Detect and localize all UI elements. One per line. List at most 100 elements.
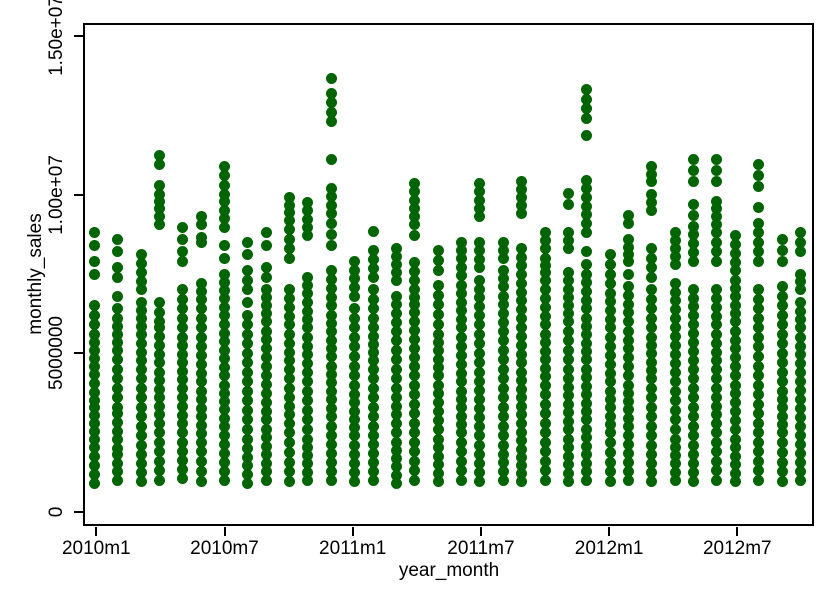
data-point [753,398,765,410]
data-point [581,329,593,341]
data-point [177,222,189,234]
data-point [349,312,361,324]
data-point [581,93,593,105]
data-point [688,337,700,349]
data-point [456,418,468,430]
data-point [284,418,296,430]
data-point [474,319,486,331]
data-point [219,420,230,432]
data-point [729,450,741,462]
data-point [753,427,765,439]
data-point [409,299,421,311]
data-point [539,446,551,458]
data-point [729,476,741,488]
data-point [688,301,700,313]
data-point [432,388,444,400]
data-point [409,333,421,345]
data-point [776,456,788,468]
data-point [474,309,486,321]
y-axis-tick-0 [74,511,83,513]
data-point [711,355,723,367]
data-point [153,366,165,378]
data-point [539,408,551,420]
data-point [729,283,741,295]
data-point [112,271,124,283]
data-point [112,449,124,461]
data-point [604,436,616,448]
data-point [688,448,700,460]
data-point [604,287,616,299]
data-point [325,394,337,406]
data-point [516,383,528,395]
data-point [260,457,272,469]
data-point [581,191,593,203]
data-point [794,227,806,239]
data-point [260,239,272,251]
data-point [622,281,634,293]
data-point [646,197,658,209]
data-point [367,225,379,237]
data-point [474,448,486,460]
data-point [753,217,765,229]
data-point [219,222,230,234]
data-point [367,312,379,324]
data-point [260,414,272,426]
data-point [195,394,207,406]
data-point [409,211,421,223]
data-point [135,297,147,309]
data-point [456,253,468,265]
data-point [604,476,616,488]
data-point [153,465,165,477]
data-point [539,274,551,286]
data-point [669,258,681,270]
data-point [302,395,314,407]
data-point [135,249,147,261]
data-point [562,423,574,435]
data-point [646,356,658,368]
data-point [711,301,723,313]
data-point [711,255,723,267]
data-point [456,279,468,291]
data-point [177,233,189,245]
data-point [260,387,272,399]
x-axis-tick-0 [95,527,98,536]
data-point [539,235,551,247]
data-point [153,339,165,351]
data-point [711,310,723,322]
data-point [88,433,100,445]
data-point [432,450,444,462]
data-point [135,401,147,413]
data-point [325,377,337,389]
data-point [260,334,272,346]
data-point [581,294,593,306]
data-point [497,299,509,311]
data-point [753,246,765,258]
data-point [325,429,337,441]
data-point [753,417,765,429]
data-point [622,448,634,460]
data-point [581,209,593,221]
x-axis-tick-5 [736,527,739,536]
data-point [729,442,741,454]
data-point [794,456,806,468]
data-point [539,436,551,448]
data-point [646,364,658,376]
data-point [776,244,788,256]
data-point [390,354,402,366]
data-point [177,400,189,412]
data-point [219,276,230,288]
data-point [794,349,806,361]
data-point [325,217,337,229]
data-point [711,382,723,394]
data-point [195,456,207,468]
data-point [219,370,230,382]
data-point [135,328,147,340]
data-point [646,331,658,343]
data-point [242,309,254,321]
data-point [753,351,765,362]
data-point [409,370,421,382]
data-point [219,327,230,339]
data-point [776,418,788,430]
data-point [177,427,189,439]
